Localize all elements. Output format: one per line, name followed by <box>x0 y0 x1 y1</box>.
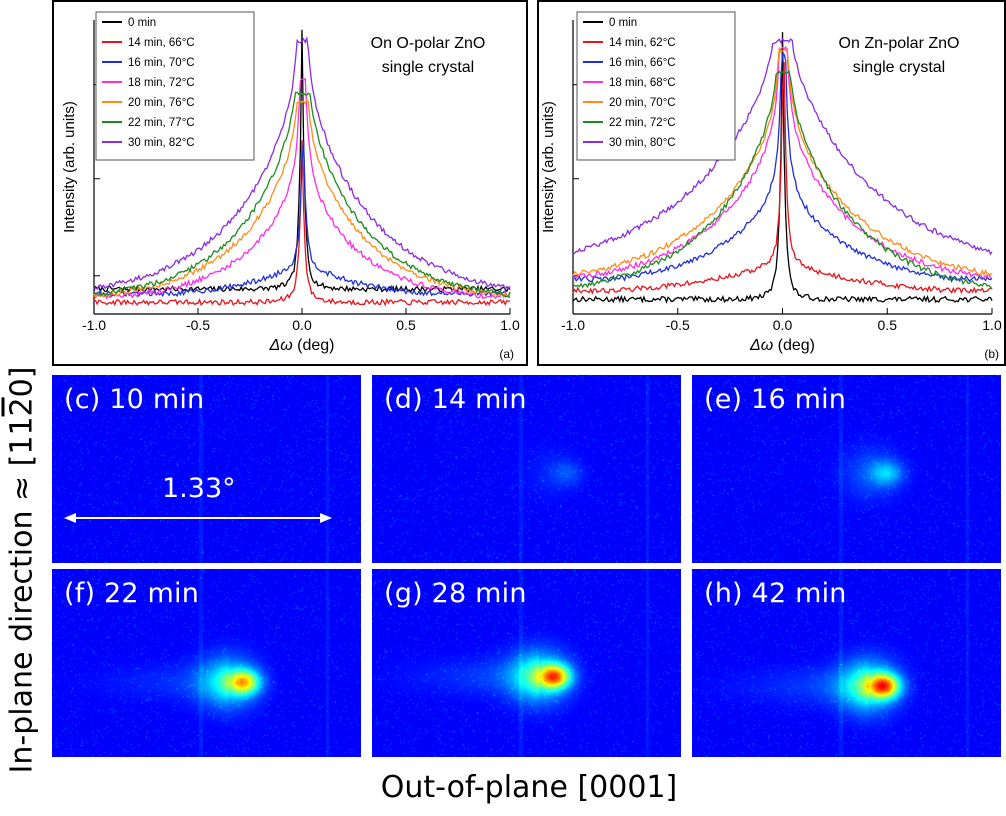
series-line <box>572 47 993 277</box>
map-h: (h) 42 min <box>692 569 1001 757</box>
panel-b-frame: -1.0 -0.5 0.0 0.5 1.0 Δω (deg) Intensity (arb.… <box>537 0 1006 366</box>
legend-entry: 18 min, 72°C <box>128 77 195 89</box>
panel-tag: (a) <box>499 347 514 361</box>
legend-entry: 14 min, 66°C <box>128 37 195 49</box>
series-line <box>572 62 993 295</box>
legend-entry: 20 min, 76°C <box>128 97 195 109</box>
scale-bar-label: 1.33° <box>162 473 236 504</box>
legend-box <box>95 11 255 161</box>
x-tick-label: -0.5 <box>666 317 690 333</box>
legend-entry: 22 min, 72°C <box>609 117 676 129</box>
series-line <box>572 69 993 290</box>
map-e: (e) 16 min <box>692 375 1001 563</box>
legend-entry: 30 min, 82°C <box>128 137 195 149</box>
y-label-text: In-plane direction ≈ [11 <box>4 416 40 774</box>
series-line <box>572 46 993 279</box>
map-label: (f) 22 min <box>64 578 200 609</box>
legend: 0 min 14 min, 66°C 16 min, 70°C 18 min, 72°… <box>95 11 255 161</box>
legend-entry: 0 min <box>609 17 637 29</box>
map-f: (f) 22 min <box>52 569 361 757</box>
y-label-overbar: 2 <box>4 397 40 417</box>
series-line <box>93 90 511 298</box>
chart-annotation: single crystal <box>382 59 474 76</box>
x-axis-label: Δω (deg) <box>749 337 815 354</box>
legend-entry: 16 min, 66°C <box>609 57 676 69</box>
diffraction-pattern <box>52 375 361 563</box>
legend-entry: 20 min, 70°C <box>609 97 676 109</box>
diffraction-pattern <box>52 569 361 757</box>
legend-entry: 22 min, 77°C <box>128 117 195 129</box>
x-tick-label: 1.0 <box>500 317 520 333</box>
chart-annotation: single crystal <box>853 59 945 76</box>
chart-a: -1.0 -0.5 0.0 0.5 1.0 Δω (deg) Intensity (arb.… <box>61 11 520 361</box>
panel-a-frame: -1.0 -0.5 0.0 0.5 1.0 Δω (deg) Intensity (arb.… <box>52 0 528 366</box>
x-tick-label: 0.5 <box>396 317 416 333</box>
legend-entry: 18 min, 68°C <box>609 77 676 89</box>
chart-b: -1.0 -0.5 0.0 0.5 1.0 Δω (deg) Intensity (arb.… <box>540 11 1002 361</box>
x-tick-label: 0.5 <box>878 317 898 333</box>
map-label: (d) 14 min <box>384 384 527 415</box>
x-tick-label: 1.0 <box>982 317 1002 333</box>
legend-entry: 14 min, 62°C <box>609 37 676 49</box>
y-axis-label: Intensity (arb. units) <box>540 101 557 233</box>
map-label: (e) 16 min <box>704 384 847 415</box>
y-axis-label: Intensity (arb. units) <box>61 101 78 233</box>
series-line <box>572 37 993 256</box>
series-line <box>93 35 511 291</box>
chart-annotation: On O-polar ZnO <box>371 35 486 52</box>
x-tick-label: 0.0 <box>773 317 793 333</box>
x-tick-label: -0.5 <box>186 317 210 333</box>
map-label: (c) 10 min <box>64 384 205 415</box>
map-y-axis-label: In-plane direction ≈ [1120] <box>0 367 44 774</box>
map-c: (c) 10 min 1.33° <box>52 375 361 563</box>
diffraction-pattern <box>692 569 1001 757</box>
chart-annotation: On Zn-polar ZnO <box>839 35 960 52</box>
diffraction-pattern <box>372 569 681 757</box>
y-label-end: 0] <box>4 366 40 398</box>
x-tick-label: -1.0 <box>561 317 585 333</box>
legend-box <box>576 11 736 161</box>
series-line <box>572 53 993 284</box>
map-g: (g) 28 min <box>372 569 681 757</box>
series-line <box>93 98 511 300</box>
series-line <box>93 29 511 294</box>
map-label: (g) 28 min <box>384 578 527 609</box>
legend-entry: 30 min, 80°C <box>609 137 676 149</box>
x-axis-label: Δω (deg) <box>269 337 335 354</box>
series-line <box>93 77 511 300</box>
map-label: (h) 42 min <box>704 578 847 609</box>
legend-entry: 16 min, 70°C <box>128 57 195 69</box>
map-x-axis-label: Out-of-plane [0001] <box>380 770 678 805</box>
series-line <box>93 140 511 298</box>
diffraction-pattern <box>692 375 1001 563</box>
map-d: (d) 14 min <box>372 375 681 563</box>
scale-bar-arrow <box>64 513 332 523</box>
legend-entry: 0 min <box>128 17 156 29</box>
diffraction-pattern <box>372 375 681 563</box>
x-tick-label: 0.0 <box>292 317 312 333</box>
legend: 0 min 14 min, 62°C 16 min, 66°C 18 min, 68°… <box>576 11 736 161</box>
series-line <box>572 32 993 304</box>
panel-tag: (b) <box>984 347 999 361</box>
x-tick-label: -1.0 <box>82 317 106 333</box>
series-line <box>93 140 511 307</box>
